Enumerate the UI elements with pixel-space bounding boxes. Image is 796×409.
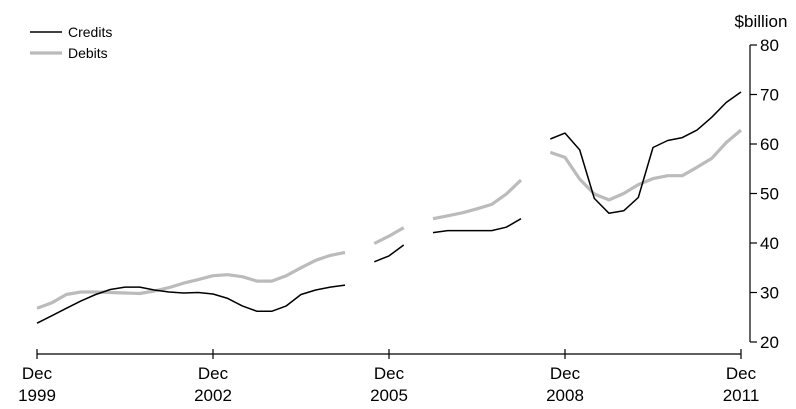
y-tick-label: 60 — [760, 135, 779, 154]
x-tick-label-year: 2002 — [194, 386, 232, 405]
x-tick-label-month: Dec — [550, 364, 581, 383]
x-tick-label-month: Dec — [22, 364, 53, 383]
legend-item-credits: Credits — [30, 24, 112, 40]
legend-label: Debits — [68, 45, 108, 61]
x-tick-label-year: 2005 — [370, 386, 408, 405]
credits-line-segment-4 — [550, 91, 742, 215]
y-axis: 20 30 40 50 60 70 80 — [749, 36, 779, 352]
debits-line-segment-2 — [373, 226, 405, 245]
x-axis: Dec 1999 Dec 2002 Dec 2005 Dec 2008 Dec 2011 — [18, 349, 759, 405]
credits-line-segment-1 — [36, 284, 346, 324]
y-tick-label: 70 — [760, 86, 779, 105]
legend-label: Credits — [68, 24, 112, 40]
series-credits — [36, 91, 742, 324]
y-tick-label: 80 — [760, 36, 779, 55]
y-axis-unit-label: $billion — [735, 12, 788, 31]
legend-item-debits: Debits — [30, 45, 108, 61]
series-layer — [36, 91, 743, 324]
series-debits — [36, 128, 743, 310]
x-tick-label-year: 2011 — [723, 386, 760, 405]
y-tick-label: 30 — [760, 284, 779, 303]
x-tick-label-year: 2008 — [546, 386, 584, 405]
y-tick-label: 20 — [760, 333, 779, 352]
x-tick-label-year: 1999 — [18, 386, 56, 405]
debits-line-segment-3 — [432, 178, 523, 221]
legend: Credits Debits — [30, 24, 112, 61]
x-tick-label-month: Dec — [374, 364, 405, 383]
debits-line-segment-1 — [36, 250, 346, 310]
credits-line-segment-3 — [432, 218, 522, 234]
x-tick-label-month: Dec — [726, 364, 757, 383]
y-tick-label: 40 — [760, 234, 779, 253]
debits-line-segment-4 — [549, 128, 743, 202]
y-tick-label: 50 — [760, 185, 779, 204]
credits-line-segment-2 — [374, 244, 405, 263]
x-tick-label-month: Dec — [198, 364, 229, 383]
